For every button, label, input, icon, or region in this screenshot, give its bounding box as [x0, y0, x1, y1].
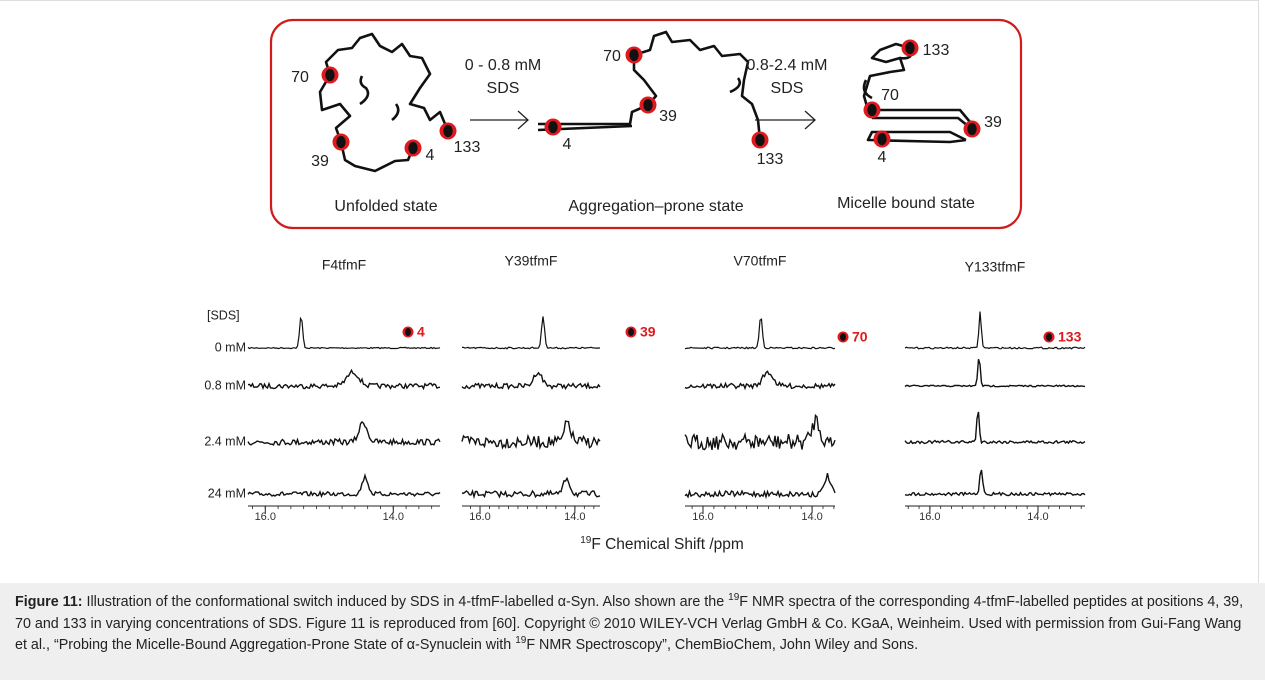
residue-marker-core [967, 122, 977, 136]
x-axis-label-text: F Chemical Shift /ppm [591, 536, 743, 553]
spectrum [461, 420, 601, 450]
residue-label: 4 [878, 149, 887, 166]
spectrum [684, 413, 836, 451]
caption-text: F NMR spectra of the corresponding 4-tfm… [15, 594, 1244, 653]
residue-label: 39 [311, 153, 329, 170]
residue-marker-core [336, 135, 346, 149]
panel-residue: 70 [852, 329, 868, 345]
panel-title: Y133tfmF [965, 259, 1026, 275]
residue-marker-core [1045, 333, 1053, 341]
panel-title: Y39tfmF [505, 253, 558, 269]
row-label: 0 mM [215, 340, 246, 354]
row-label: 24 mM [208, 486, 246, 500]
panel-title: V70tfmF [734, 253, 787, 269]
figure: Unfolded state 70 39 4 133 Aggregation–prone … [0, 0, 1259, 583]
residue-label: 70 [881, 87, 899, 104]
panel-title: F4tfmF [322, 257, 366, 273]
spectrum [684, 370, 836, 391]
caption-sup: 19 [515, 635, 527, 647]
residue-marker-core [755, 133, 765, 147]
spectrum [904, 311, 1086, 350]
x-axis-label-sup: 19 [580, 535, 592, 546]
residue-marker-core [404, 328, 412, 336]
spectrum [461, 476, 601, 500]
state-label: Micelle bound state [837, 195, 975, 212]
panel-residue: 133 [1058, 329, 1082, 345]
arrows [470, 110, 816, 130]
row-label: 2.4 mM [204, 434, 246, 448]
spectrum [247, 368, 441, 391]
panel-residue: 4 [417, 324, 425, 340]
x-tick-label: 16.0 [469, 511, 490, 523]
residue-label: 4 [426, 147, 435, 164]
spectrum [904, 411, 1086, 445]
x-tick-label: 16.0 [692, 511, 713, 523]
spectrum [684, 318, 836, 350]
spectrum [247, 420, 441, 447]
state-label: Unfolded state [334, 198, 437, 215]
transition-label: SDS [771, 80, 804, 97]
x-tick-label: 14.0 [1027, 511, 1048, 523]
caption-text: F NMR Spectroscopy”, ChemBioChem, John W… [526, 637, 919, 653]
row-label: 0.8 mM [204, 378, 246, 392]
x-tick-label: 14.0 [801, 511, 822, 523]
residue-marker-core [867, 103, 877, 117]
spectrum [247, 473, 441, 499]
residue-label: 133 [757, 151, 784, 168]
caption-text: Illustration of the conformational switc… [82, 594, 729, 610]
spectrum [684, 473, 836, 500]
state-label: Aggregation–prone state [568, 198, 743, 215]
caption-sup: 19 [728, 592, 740, 604]
residue-marker-core [839, 333, 847, 341]
transition-label: 0 - 0.8 mM [465, 57, 541, 74]
residue-label: 39 [984, 114, 1002, 131]
residue-marker-core [905, 41, 915, 55]
residue-marker-core [548, 120, 558, 134]
residue-label: 70 [291, 69, 309, 86]
residue-marker-core [643, 98, 653, 112]
spectrum [904, 359, 1086, 388]
caption-label: Figure 11: [15, 594, 83, 610]
residue-label: 133 [454, 139, 481, 156]
residue-label: 4 [563, 136, 572, 153]
spectrum [461, 371, 601, 391]
spectrum [461, 316, 601, 350]
spectrum [247, 316, 441, 350]
residue-label: 133 [923, 42, 950, 59]
x-tick-label: 16.0 [919, 511, 940, 523]
x-tick-label: 14.0 [383, 511, 404, 523]
residue-marker-core [443, 124, 453, 138]
scheme-box [269, 18, 1023, 230]
x-tick-label: 16.0 [255, 511, 276, 523]
row-header: [SDS] [207, 308, 240, 322]
residue-label: 70 [603, 48, 621, 65]
x-tick-label: 14.0 [564, 511, 585, 523]
residue-marker-core [325, 68, 335, 82]
panel-residue: 39 [640, 324, 656, 340]
spectrum [904, 469, 1086, 497]
x-axis-label: 19F Chemical Shift /ppm [580, 535, 744, 553]
residue-marker-core [629, 48, 639, 62]
caption: Figure 11: Illustration of the conformat… [0, 583, 1265, 680]
residue-label: 39 [659, 108, 677, 125]
transition-label: SDS [487, 80, 520, 97]
residue-marker-core [627, 328, 635, 336]
residue-marker-core [408, 141, 418, 155]
transition-label: 0.8-2.4 mM [747, 57, 828, 74]
residue-marker-core [877, 132, 887, 146]
